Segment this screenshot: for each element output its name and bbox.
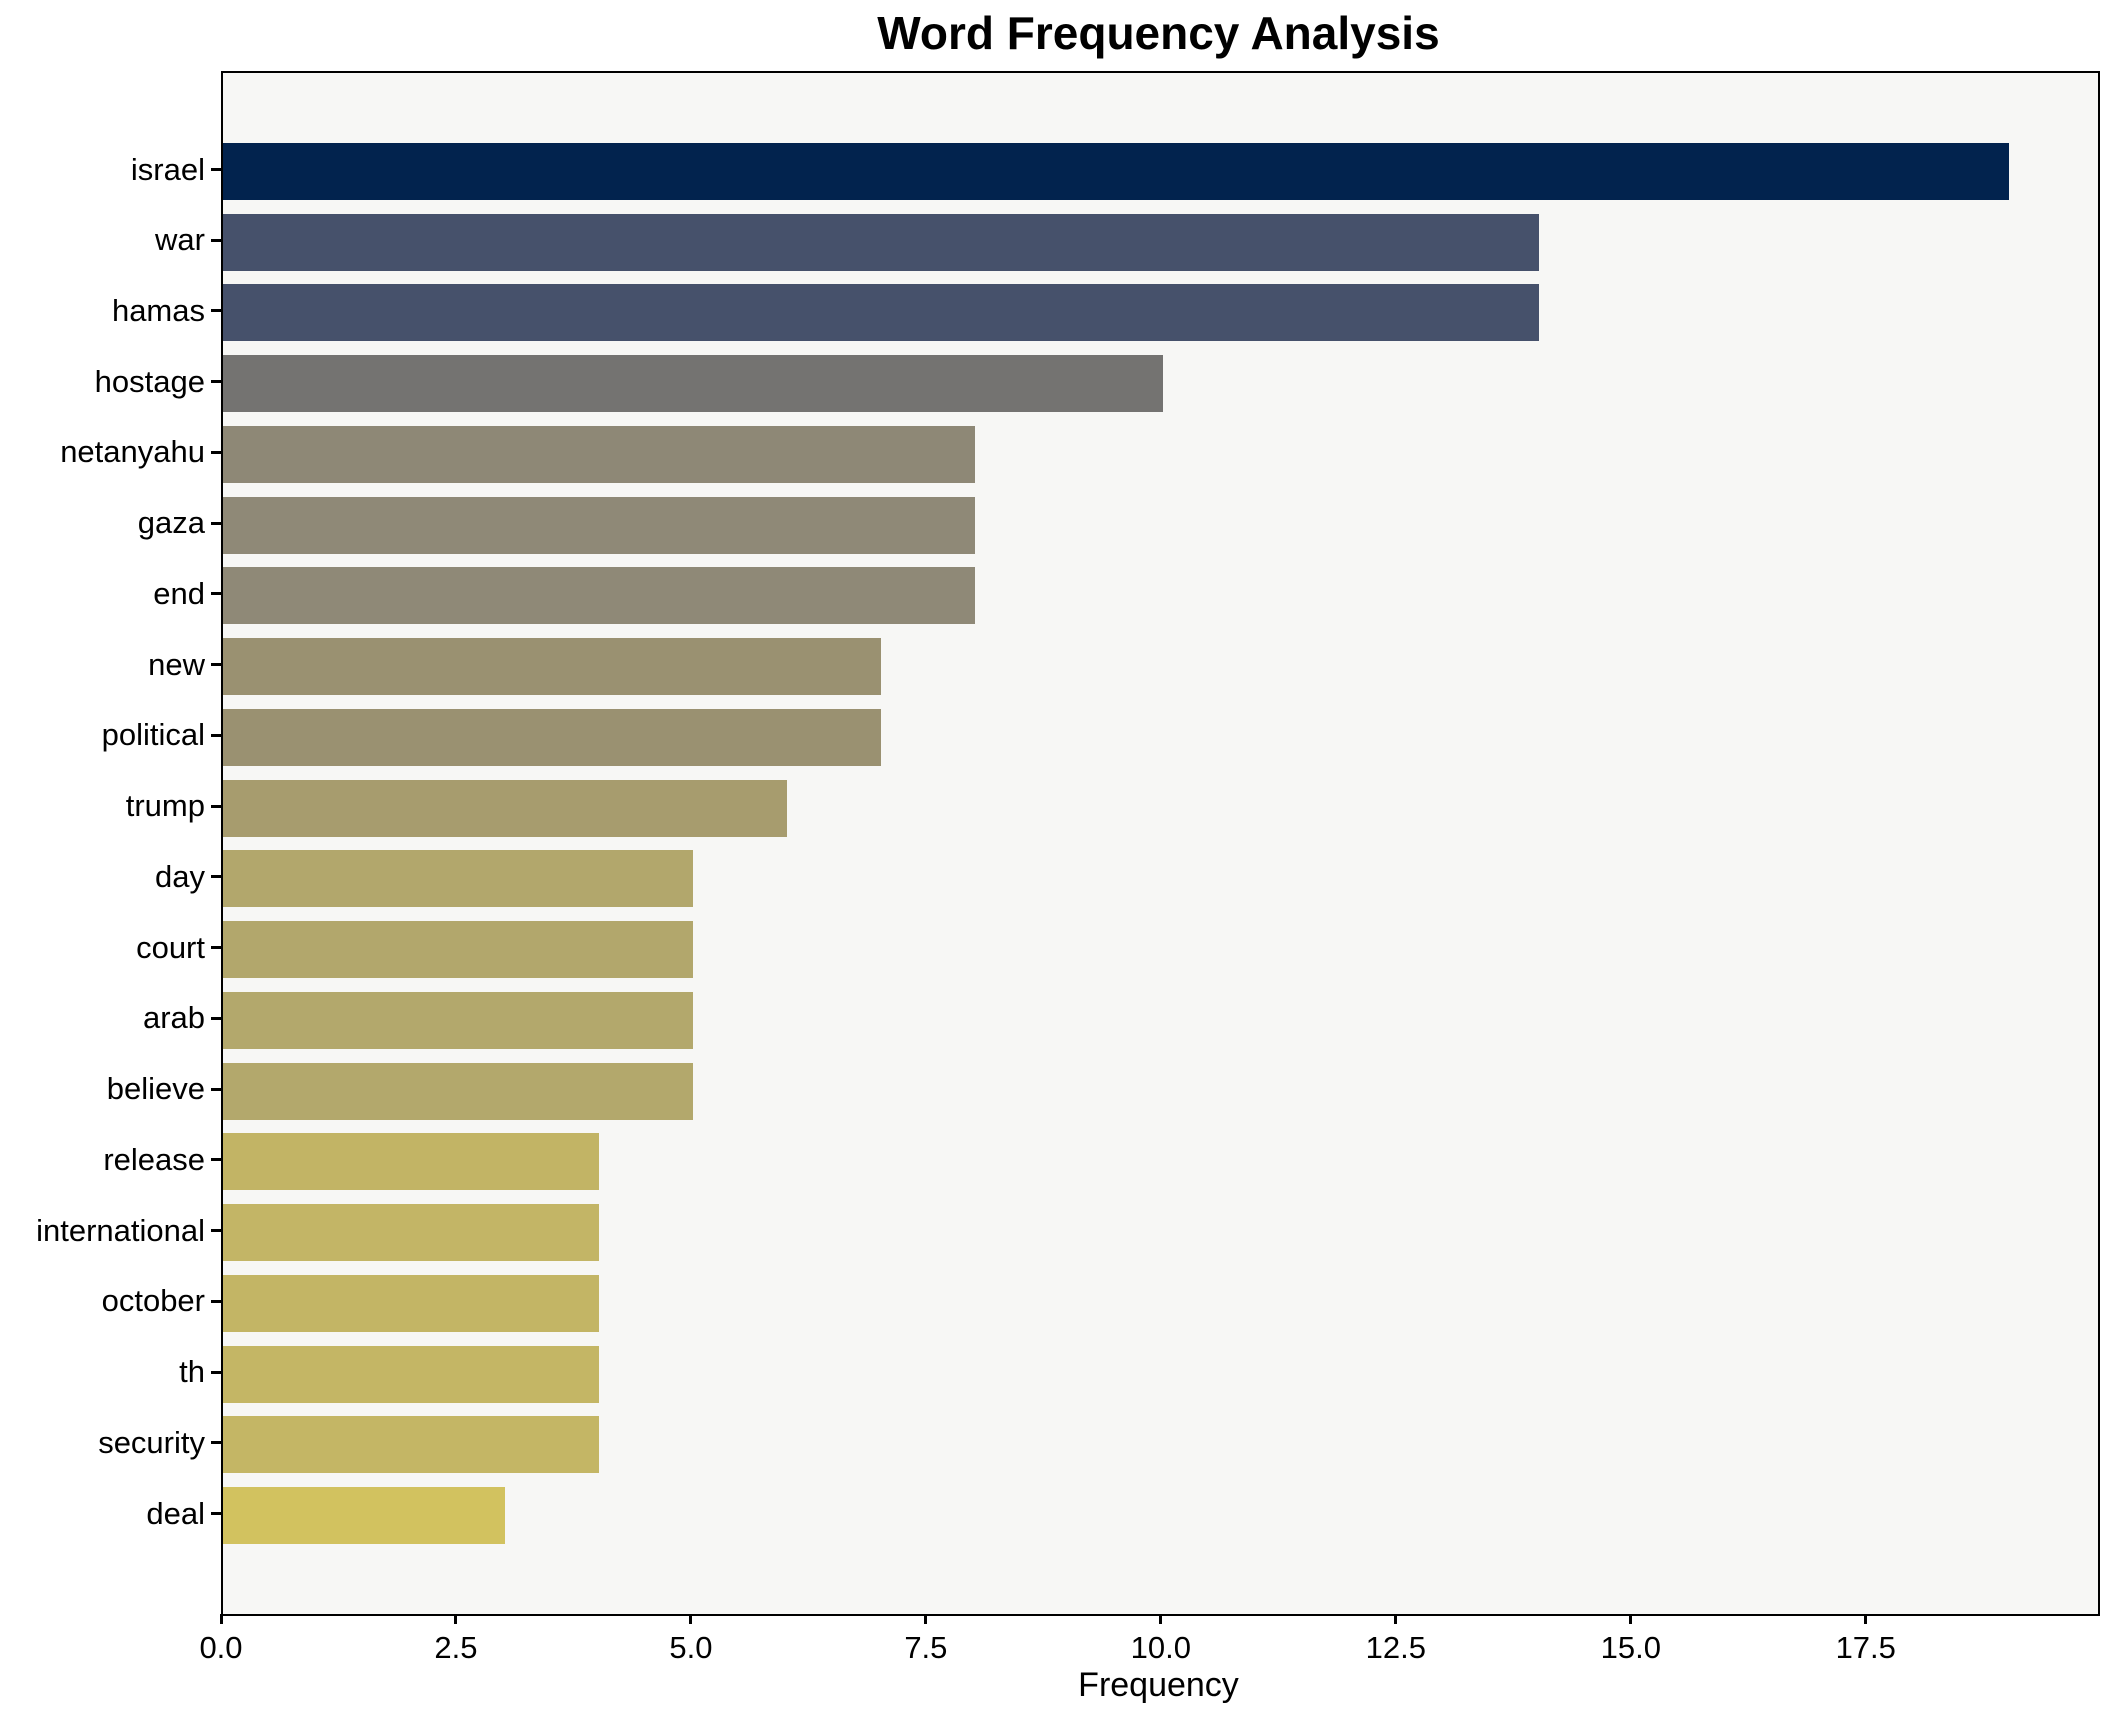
bar-hamas: [223, 284, 1539, 342]
y-tick-label-israel: israel: [130, 151, 205, 187]
x-tick-mark: [1394, 1614, 1398, 1624]
x-tick-label-0.0: 0.0: [199, 1630, 243, 1665]
y-tick-mark: [211, 168, 221, 171]
y-tick-mark: [211, 1370, 221, 1374]
y-tick-label-end: end: [153, 575, 205, 611]
bar-day: [223, 850, 693, 908]
y-tick-mark: [211, 875, 221, 879]
x-tick-label-5.0: 5.0: [669, 1630, 713, 1665]
y-tick-mark: [211, 946, 221, 950]
x-axis-label: Frequency: [1078, 1666, 1239, 1704]
bar-new: [223, 638, 881, 696]
bar-trump: [223, 779, 787, 837]
x-tick-label-2.5: 2.5: [434, 1630, 478, 1665]
x-tick-label-7.5: 7.5: [904, 1630, 948, 1665]
bar-political: [223, 708, 881, 766]
bar-th: [223, 1345, 599, 1403]
y-tick-mark: [211, 1158, 221, 1162]
bar-war: [223, 213, 1539, 271]
y-tick-mark: [211, 1299, 221, 1303]
bar-believe: [223, 1062, 693, 1120]
y-tick-mark: [211, 733, 221, 737]
y-tick-mark: [211, 592, 221, 596]
bar-security: [223, 1416, 599, 1474]
y-tick-label-court: court: [136, 929, 205, 965]
y-tick-mark: [211, 1512, 221, 1515]
y-tick-mark: [211, 380, 221, 384]
y-tick-mark: [211, 1441, 221, 1445]
y-tick-label-th: th: [179, 1354, 205, 1390]
x-tick-label-10.0: 10.0: [1130, 1630, 1192, 1665]
y-tick-mark: [211, 450, 221, 454]
x-tick-label-15.0: 15.0: [1600, 1630, 1661, 1665]
bar-release: [223, 1133, 599, 1191]
bar-netanyahu: [223, 425, 975, 483]
x-tick-mark: [454, 1614, 458, 1624]
bar-end: [223, 567, 975, 625]
y-tick-label-release: release: [103, 1141, 205, 1177]
y-tick-label-deal: deal: [146, 1495, 205, 1531]
y-tick-label-security: security: [98, 1424, 205, 1460]
bar-court: [223, 921, 693, 979]
y-tick-mark: [211, 521, 221, 525]
y-tick-mark: [211, 804, 221, 808]
y-tick-label-arab: arab: [142, 1000, 205, 1036]
x-tick-mark: [1629, 1614, 1633, 1624]
y-tick-label-international: international: [36, 1212, 205, 1248]
y-tick-mark: [211, 1016, 221, 1020]
bar-gaza: [223, 496, 975, 554]
bar-october: [223, 1274, 599, 1332]
y-tick-mark: [211, 663, 221, 667]
y-tick-mark: [211, 1087, 221, 1091]
y-tick-label-gaza: gaza: [137, 505, 205, 541]
y-tick-label-new: new: [148, 646, 205, 682]
x-tick-label-17.5: 17.5: [1835, 1630, 1896, 1665]
y-tick-label-hamas: hamas: [111, 292, 205, 328]
y-tick-mark: [211, 1229, 221, 1233]
y-tick-label-political: political: [101, 717, 205, 753]
plot-area: [221, 71, 2100, 1616]
y-tick-label-hostage: hostage: [94, 363, 205, 399]
x-tick-label-12.5: 12.5: [1365, 1630, 1426, 1665]
y-tick-label-believe: believe: [106, 1071, 205, 1107]
bar-hostage: [223, 355, 1163, 413]
y-tick-label-october: october: [101, 1283, 205, 1319]
y-tick-mark: [211, 238, 221, 242]
y-tick-mark: [211, 309, 221, 313]
x-tick-mark: [689, 1614, 693, 1624]
x-tick-mark: [1864, 1614, 1868, 1624]
chart-title: Word Frequency Analysis: [877, 7, 1440, 59]
y-tick-label-war: war: [155, 222, 205, 258]
bar-international: [223, 1204, 599, 1262]
bar-israel: [223, 143, 2009, 200]
y-tick-label-trump: trump: [125, 788, 205, 824]
bar-deal: [223, 1487, 505, 1544]
y-tick-label-netanyahu: netanyahu: [60, 434, 205, 470]
bar-arab: [223, 991, 693, 1049]
x-tick-mark: [219, 1614, 223, 1624]
x-tick-mark: [924, 1614, 928, 1624]
y-tick-label-day: day: [155, 858, 205, 894]
x-tick-mark: [1159, 1614, 1163, 1624]
